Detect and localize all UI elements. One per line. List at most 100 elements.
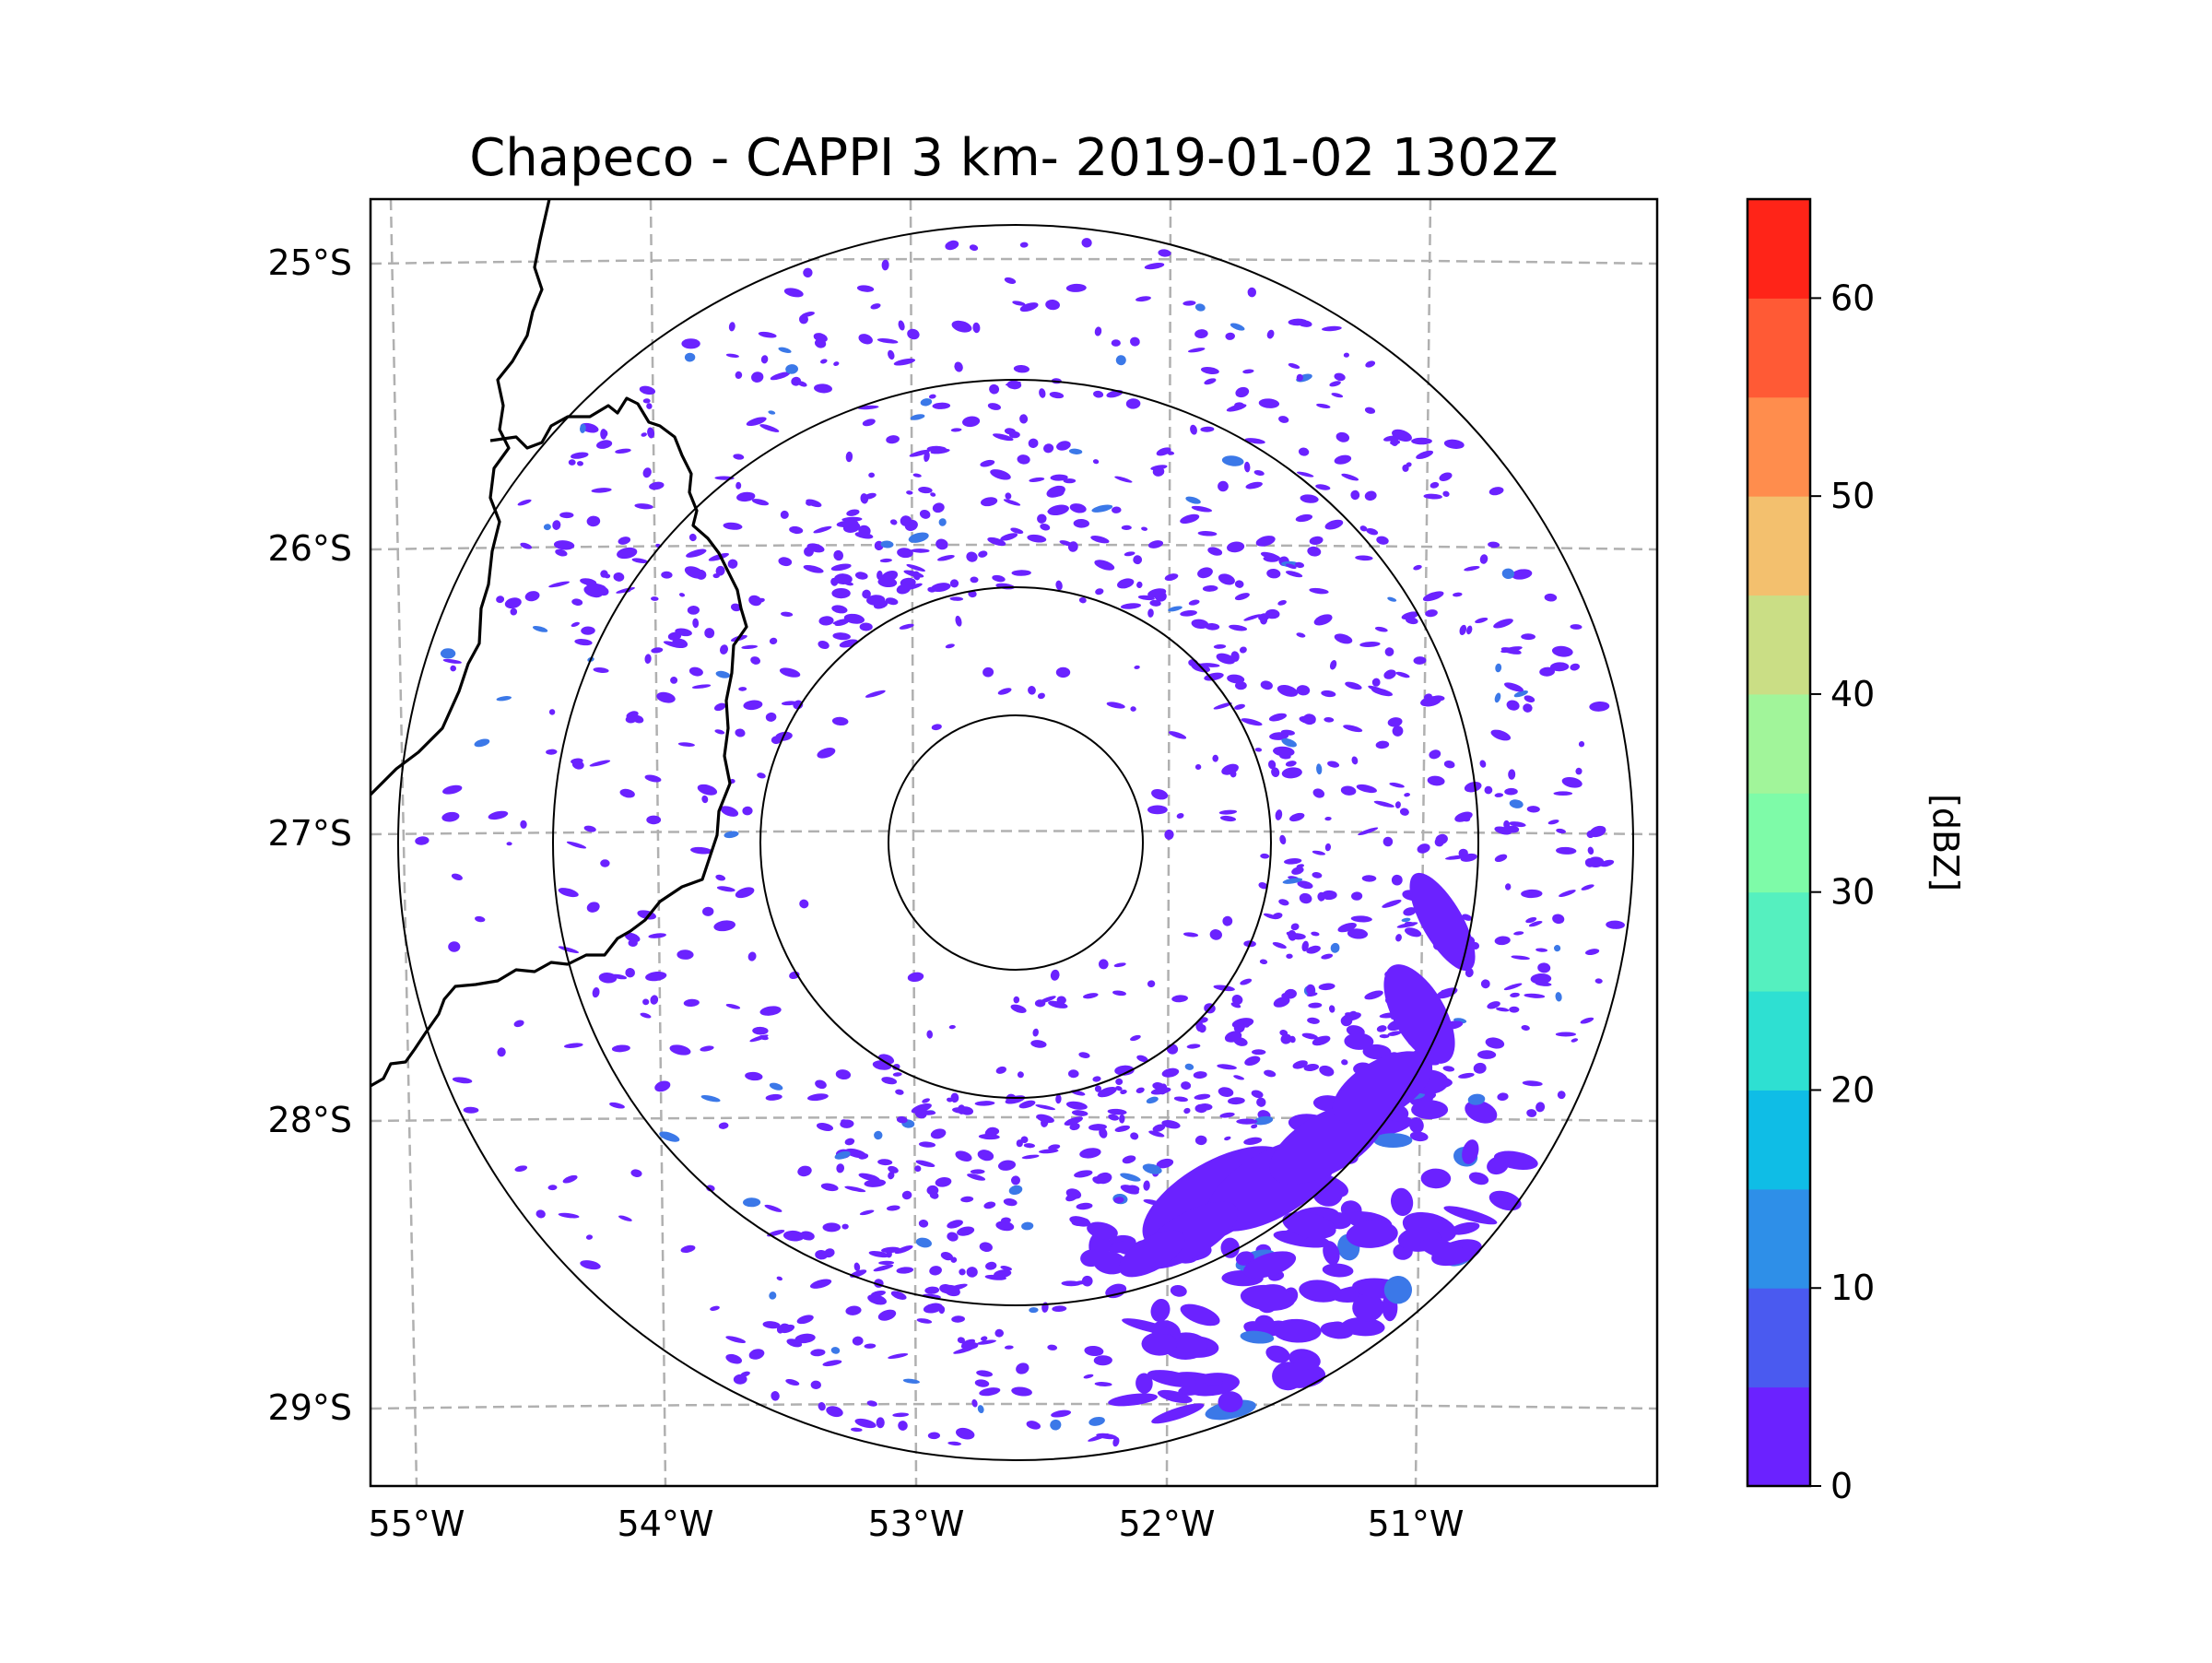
echo-cell — [1068, 1069, 1079, 1079]
echo-cell — [868, 472, 875, 478]
echo-cell — [1335, 431, 1350, 442]
echo-cell — [1390, 435, 1399, 446]
gridline-lon-54w — [649, 199, 667, 1486]
echo-cell — [1258, 398, 1280, 408]
echo-cell — [1151, 1403, 1205, 1424]
echo-cell — [870, 303, 881, 310]
echo-cell — [950, 1256, 958, 1263]
echo-cell — [524, 591, 540, 602]
echo-cell — [712, 573, 720, 579]
range-ring-3 — [552, 379, 1479, 1306]
echo-cell — [1244, 438, 1265, 444]
echo-cell — [571, 758, 583, 764]
echo-cell — [580, 578, 597, 585]
echo-cell — [1465, 1100, 1498, 1124]
echo-cell — [1513, 690, 1528, 698]
echo-cell — [1334, 372, 1346, 382]
echo-cell — [806, 1093, 829, 1102]
echo-cell — [684, 352, 696, 362]
echo-cell — [1251, 1124, 1258, 1129]
echo-cell — [886, 1205, 900, 1211]
echo-cell — [833, 361, 840, 367]
echo-cell — [1036, 1114, 1054, 1124]
echo-cell — [820, 359, 828, 364]
echo-cell — [1404, 927, 1422, 938]
echo-cell — [1296, 373, 1303, 382]
echo-cell — [1373, 800, 1394, 808]
echo-cell — [1263, 556, 1279, 562]
echo-cell — [1475, 618, 1488, 623]
echo-cell — [1164, 573, 1179, 582]
echo-cell — [984, 1274, 1006, 1280]
echo-cell — [833, 549, 844, 561]
echo-cell — [1112, 990, 1126, 997]
echo-cell — [895, 1089, 904, 1095]
echo-cell — [915, 1160, 935, 1168]
echo-cell — [619, 788, 635, 798]
echo-cell — [1017, 1071, 1024, 1079]
echo-cell — [1050, 474, 1068, 481]
echo-cell — [822, 1360, 842, 1367]
echo-cell — [543, 524, 551, 531]
echo-cell — [1180, 513, 1200, 525]
echo-cell — [1207, 547, 1223, 556]
echo-cell — [751, 499, 770, 506]
echo-cell — [903, 570, 924, 578]
echo-cell — [725, 1353, 743, 1364]
echo-cell — [1130, 706, 1136, 712]
echo-cell — [1158, 249, 1171, 257]
echo-cell — [906, 490, 913, 495]
echo-cell — [448, 941, 461, 952]
echo-cell — [1094, 326, 1102, 336]
echo-cell — [785, 364, 798, 374]
echo-cell — [1343, 725, 1363, 733]
echo-cell — [1315, 484, 1331, 490]
echo-cell — [1000, 533, 1018, 541]
echo-cell — [1156, 447, 1171, 456]
echo-cell — [830, 563, 852, 572]
echo-cell — [911, 548, 930, 553]
echo-cell — [916, 1318, 933, 1324]
echo-cell — [877, 1309, 897, 1321]
echo-cell — [415, 836, 429, 845]
echo-cell — [907, 328, 920, 340]
echo-cell — [983, 1201, 996, 1209]
echo-cell — [1468, 1172, 1489, 1185]
echo-cell — [888, 349, 895, 360]
echo-cell — [924, 1286, 940, 1294]
echo-cell — [1537, 962, 1551, 973]
reflectivity-echoes — [415, 238, 1625, 1447]
echo-cell — [1296, 471, 1314, 478]
echo-cell — [922, 1098, 930, 1103]
echo-cell — [1115, 1078, 1124, 1086]
lon-axis-labels: 55°W 54°W 53°W 52°W 51°W — [369, 1504, 1465, 1544]
echo-cell — [864, 1343, 877, 1349]
echo-cell — [592, 987, 600, 998]
echo-cell — [951, 320, 972, 333]
echo-cell — [1125, 398, 1141, 409]
echo-cell — [1295, 513, 1313, 523]
echo-cell — [496, 696, 512, 702]
echo-cell — [1200, 366, 1219, 375]
echo-cell — [1387, 596, 1397, 602]
echo-cell — [1113, 962, 1126, 968]
echo-cell — [1284, 858, 1302, 865]
echo-cell — [1371, 688, 1394, 697]
echo-cell — [1324, 843, 1332, 852]
echo-cell — [938, 518, 947, 526]
echo-cell — [1182, 301, 1196, 306]
echo-cell — [1306, 992, 1318, 997]
echo-cell — [1389, 782, 1405, 788]
echo-cell — [816, 1123, 834, 1131]
echo-cell — [901, 1190, 912, 1200]
echo-cell — [769, 637, 778, 645]
echo-cell — [548, 581, 571, 588]
echo-cell — [474, 738, 490, 748]
echo-cell — [909, 449, 931, 457]
colorbar-tick-label: 10 — [1830, 1268, 1875, 1308]
echo-cell — [949, 596, 964, 601]
echo-cell — [1488, 1190, 1522, 1211]
echo-cell — [1213, 643, 1227, 649]
echo-cell — [735, 887, 755, 899]
echo-cell — [972, 322, 981, 334]
